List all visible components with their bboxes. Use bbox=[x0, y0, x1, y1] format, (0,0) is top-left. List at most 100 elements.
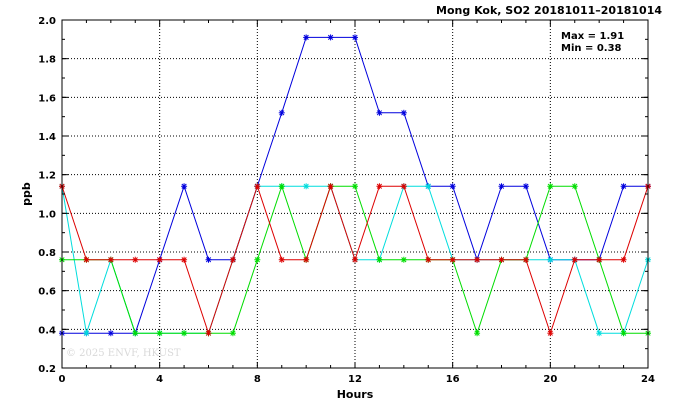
marker-stroke bbox=[230, 257, 236, 263]
x-tick-label: 4 bbox=[156, 374, 163, 385]
y-tick-label: 1.2 bbox=[38, 171, 56, 182]
marker-stroke bbox=[572, 183, 578, 189]
marker-stroke bbox=[108, 257, 114, 263]
data-point bbox=[278, 256, 285, 263]
marker-stroke bbox=[254, 257, 260, 263]
marker-stroke bbox=[157, 257, 163, 263]
data-point bbox=[181, 183, 188, 190]
y-axis-title: ppb bbox=[20, 182, 33, 206]
marker-stroke bbox=[303, 183, 309, 189]
marker-stroke bbox=[376, 110, 383, 116]
data-point bbox=[229, 256, 236, 263]
marker-stroke bbox=[474, 330, 480, 336]
marker-stroke bbox=[352, 257, 358, 263]
marker-stroke bbox=[498, 257, 505, 263]
data-point bbox=[425, 256, 432, 263]
data-point bbox=[449, 256, 456, 263]
y-tick-label: 0.6 bbox=[38, 287, 56, 298]
data-point bbox=[376, 109, 383, 116]
marker-stroke bbox=[352, 183, 358, 189]
marker-stroke bbox=[181, 257, 187, 263]
data-point bbox=[547, 330, 554, 337]
marker-stroke bbox=[279, 257, 285, 263]
data-point bbox=[571, 183, 578, 190]
data-point bbox=[498, 183, 505, 190]
data-point bbox=[352, 34, 358, 41]
data-point bbox=[522, 256, 529, 263]
marker-stroke bbox=[83, 257, 90, 263]
data-point bbox=[596, 330, 603, 337]
data-point bbox=[547, 256, 554, 263]
data-point bbox=[205, 256, 212, 263]
data-point bbox=[571, 256, 578, 263]
watermark: © 2025 ENVF, HKUST bbox=[66, 348, 181, 359]
y-tick-label: 0.4 bbox=[38, 325, 56, 336]
marker-stroke bbox=[205, 330, 212, 336]
y-tick-label: 0.2 bbox=[38, 364, 56, 375]
data-point bbox=[400, 183, 407, 190]
data-point bbox=[83, 256, 90, 263]
marker-stroke bbox=[425, 257, 431, 263]
marker-stroke bbox=[279, 183, 285, 189]
marker-stroke bbox=[547, 257, 553, 263]
x-tick-label: 8 bbox=[254, 374, 261, 385]
marker-stroke bbox=[425, 183, 431, 189]
x-axis-title: Hours bbox=[337, 388, 374, 401]
marker-stroke bbox=[205, 257, 212, 263]
y-tick-label: 1.8 bbox=[38, 55, 56, 66]
data-point bbox=[156, 256, 163, 263]
marker-stroke bbox=[279, 110, 285, 116]
data-point bbox=[254, 256, 261, 263]
marker-stroke bbox=[352, 34, 358, 41]
data-point bbox=[132, 256, 139, 263]
data-point bbox=[205, 330, 212, 337]
data-point bbox=[132, 330, 139, 337]
y-tick-label: 2.0 bbox=[38, 16, 56, 27]
data-point bbox=[620, 330, 627, 337]
marker-stroke bbox=[376, 257, 383, 263]
marker-stroke bbox=[327, 34, 334, 41]
data-point bbox=[352, 256, 358, 263]
x-tick-label: 16 bbox=[446, 374, 460, 385]
chart-title: Mong Kok, SO2 20181011–20181014 bbox=[436, 4, 662, 17]
marker-stroke bbox=[303, 257, 309, 263]
x-tick-label: 24 bbox=[641, 374, 655, 385]
data-point bbox=[474, 256, 481, 263]
data-point bbox=[400, 109, 407, 116]
data-point bbox=[107, 330, 114, 337]
marker-stroke bbox=[401, 110, 407, 116]
marker-stroke bbox=[230, 330, 236, 336]
y-tick-label: 1.6 bbox=[38, 93, 56, 104]
marker-stroke bbox=[620, 330, 627, 336]
data-point bbox=[400, 256, 407, 263]
data-point bbox=[181, 256, 188, 263]
tick-labels: 0 4 8 12 16 20 24 0.2 0.4 0.6 0.8 1.0 1.2 1.4 1.6 1.8 2.… bbox=[38, 16, 655, 385]
data-point bbox=[376, 183, 383, 190]
data-point bbox=[327, 183, 334, 190]
data-point bbox=[474, 330, 481, 337]
data-point bbox=[449, 183, 456, 190]
marker-stroke bbox=[474, 257, 480, 263]
data-point bbox=[547, 183, 554, 190]
marker-stroke bbox=[450, 183, 456, 189]
x-tick-label: 0 bbox=[59, 374, 66, 385]
data-point bbox=[498, 256, 505, 263]
marker-stroke bbox=[157, 330, 163, 336]
data-point bbox=[303, 183, 310, 190]
marker-stroke bbox=[596, 330, 602, 336]
marker-stroke bbox=[547, 330, 553, 336]
data-point bbox=[107, 256, 114, 263]
series-4 bbox=[59, 183, 651, 337]
data-point bbox=[303, 34, 310, 41]
marker-stroke bbox=[181, 330, 187, 336]
data-point bbox=[278, 183, 285, 190]
data-point bbox=[181, 330, 188, 337]
marker-stroke bbox=[254, 183, 260, 189]
y-tick-label: 1.0 bbox=[38, 209, 56, 220]
data-point bbox=[620, 183, 627, 190]
marker-stroke bbox=[376, 183, 383, 189]
data-point bbox=[620, 256, 627, 263]
marker-stroke bbox=[108, 330, 114, 336]
marker-stroke bbox=[523, 257, 529, 263]
